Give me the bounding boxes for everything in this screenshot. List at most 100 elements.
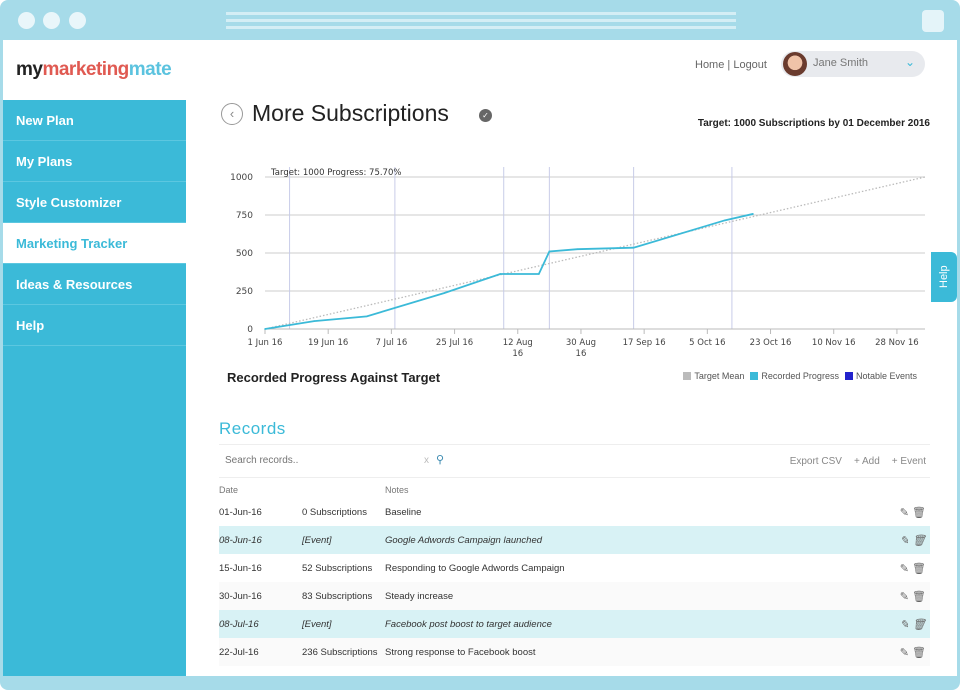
cell-date: 22-Jul-16 <box>219 638 302 666</box>
x-tick-label: 10 Nov 16 <box>812 338 856 348</box>
add-event-button[interactable]: + Event <box>891 456 926 467</box>
logout-link[interactable]: Logout <box>733 59 767 71</box>
legend-recorded-progress[interactable]: Recorded Progress <box>750 371 839 381</box>
cell-date: 30-Jun-16 <box>219 582 302 610</box>
edit-icon[interactable]: ✎ <box>899 646 909 659</box>
data-point <box>443 292 445 294</box>
legend-swatch <box>750 372 759 380</box>
sidebar-item-help[interactable]: Help <box>3 305 186 346</box>
table-row[interactable]: 15-Jun-16 52 Subscriptions Responding to… <box>219 554 930 582</box>
column-header-notes: Notes <box>385 484 409 495</box>
export-csv-button[interactable]: Export CSV <box>789 456 842 467</box>
title-bar <box>0 0 960 40</box>
legend-notable-events[interactable]: Notable Events <box>844 371 917 381</box>
edit-icon[interactable]: ✎ <box>899 618 909 631</box>
clear-icon[interactable]: x <box>424 455 429 466</box>
table-row[interactable]: 30-Jun-16 83 Subscriptions Steady increa… <box>219 582 930 610</box>
data-point <box>724 219 726 222</box>
trash-icon[interactable]: 🗑 <box>912 618 926 631</box>
cell-value: 0 Subscriptions <box>302 506 367 518</box>
sidebar-item-new-plan[interactable]: New Plan <box>3 100 186 141</box>
data-point <box>576 248 579 250</box>
cell-notes: Baseline <box>385 506 422 518</box>
cell-date: 08-Jun-16 <box>219 526 302 554</box>
x-tick-label: 5 Oct 16 <box>689 338 725 348</box>
column-header-date: Date <box>219 484 239 495</box>
table-row[interactable]: 08-Jun-16 [Event] Google Adwords Campaig… <box>219 526 930 554</box>
data-point <box>313 320 315 322</box>
cell-notes: Facebook post boost to target audience <box>385 610 890 638</box>
sidebar-item-style-customizer[interactable]: Style Customizer <box>3 182 186 223</box>
chart-title: Recorded Progress Against Target <box>227 370 441 385</box>
cell-value: [Event] <box>302 526 385 554</box>
column-header-value <box>302 481 385 498</box>
x-tick-label: 28 Nov 16 <box>875 338 919 348</box>
sidebar-item-marketing-tracker[interactable]: Marketing Tracker <box>3 223 186 264</box>
edit-icon[interactable]: ✎ <box>899 562 909 575</box>
records-table: Date Notes 01-Jun-16 0 Subscriptions Bas… <box>219 481 930 666</box>
edit-icon[interactable]: ✎ <box>899 506 909 519</box>
data-point <box>752 213 754 215</box>
chart-legend: Target Mean Recorded Progress Notable Ev… <box>683 371 917 381</box>
cell-notes: Steady increase <box>385 582 890 610</box>
user-name: Jane Smith <box>813 57 869 69</box>
legend-label: Target Mean <box>694 371 745 381</box>
address-bar <box>226 12 736 33</box>
x-tick-label: 23 Oct 16 <box>750 338 792 348</box>
x-tick-label: 17 Sep 16 <box>623 338 666 348</box>
y-tick-label: 750 <box>236 211 253 221</box>
cell-value: [Event] <box>302 610 385 638</box>
column-header-actions <box>890 481 930 498</box>
add-button[interactable]: + Add <box>853 456 880 467</box>
window-dot-icon[interactable] <box>43 12 60 29</box>
trash-icon[interactable]: 🗑 <box>912 646 926 659</box>
edit-icon[interactable]: ✎ <box>899 590 909 603</box>
app-window: my marketing mate New Plan My Plans Style … <box>3 40 957 676</box>
legend-label: Recorded Progress <box>761 371 839 381</box>
progress-line <box>264 213 754 330</box>
help-tab[interactable]: Help <box>931 252 957 302</box>
data-point <box>499 273 502 275</box>
edit-icon[interactable]: ✎ <box>899 534 909 547</box>
x-tick-label: 25 Jul 16 <box>436 338 473 348</box>
x-tick-label: 19 Jun 16 <box>308 338 348 348</box>
sidebar-item-ideas-resources[interactable]: Ideas & Resources <box>3 264 186 305</box>
back-icon[interactable]: ‹ <box>221 103 243 125</box>
page-title: More Subscriptions <box>252 100 449 126</box>
logo[interactable]: my marketing mate <box>3 40 186 100</box>
table-row[interactable]: 22-Jul-16 236 Subscriptions Strong respo… <box>219 638 930 666</box>
trash-icon[interactable]: 🗑 <box>912 506 926 519</box>
x-tick-label: 30 Aug 16 <box>566 338 596 359</box>
main-content: Home | Logout Jane Smith ⌄ ‹ More Subscr… <box>186 40 957 676</box>
logo-mate: mate <box>128 59 172 80</box>
separator: | <box>727 59 731 71</box>
progress-chart: 0 250 500 750 1000 1 Jun 16 19 Jun 16 7 Jul 16 2… <box>230 167 926 359</box>
chevron-down-icon: ⌄ <box>904 55 915 69</box>
x-tick-label: 7 Jul 16 <box>375 338 407 348</box>
trash-icon[interactable]: 🗑 <box>912 534 926 547</box>
legend-target-mean[interactable]: Target Mean <box>683 371 744 381</box>
cell-notes: Google Adwords Campaign launched <box>385 526 890 554</box>
cell-notes: Strong response to Facebook boost <box>385 638 890 666</box>
user-menu[interactable]: Jane Smith ⌄ <box>781 51 925 77</box>
cell-value: 83 Subscriptions <box>302 582 385 610</box>
legend-swatch <box>683 372 692 380</box>
target-mean-line <box>264 176 926 330</box>
trash-icon[interactable]: 🗑 <box>912 590 926 603</box>
records-toolbar: x ⚲ Export CSV + Add + Event <box>219 444 930 478</box>
data-point <box>538 273 540 275</box>
window-dot-icon[interactable] <box>69 12 86 29</box>
window-button[interactable] <box>922 10 944 32</box>
search-icon[interactable]: ⚲ <box>436 454 445 466</box>
table-row[interactable]: 01-Jun-16 0 Subscriptions Baseline ✎ 🗑 <box>219 498 930 526</box>
home-link[interactable]: Home <box>695 59 725 71</box>
table-row[interactable]: 08-Jul-16 [Event] Facebook post boost to… <box>219 610 930 638</box>
search-input[interactable] <box>225 455 415 466</box>
window-dot-icon[interactable] <box>18 12 35 29</box>
trash-icon[interactable]: 🗑 <box>912 562 926 575</box>
sidebar-item-my-plans[interactable]: My Plans <box>3 141 186 182</box>
logo-my: my <box>16 59 43 80</box>
y-tick-label: 500 <box>236 249 253 259</box>
sidebar: my marketing mate New Plan My Plans Style … <box>3 40 186 676</box>
